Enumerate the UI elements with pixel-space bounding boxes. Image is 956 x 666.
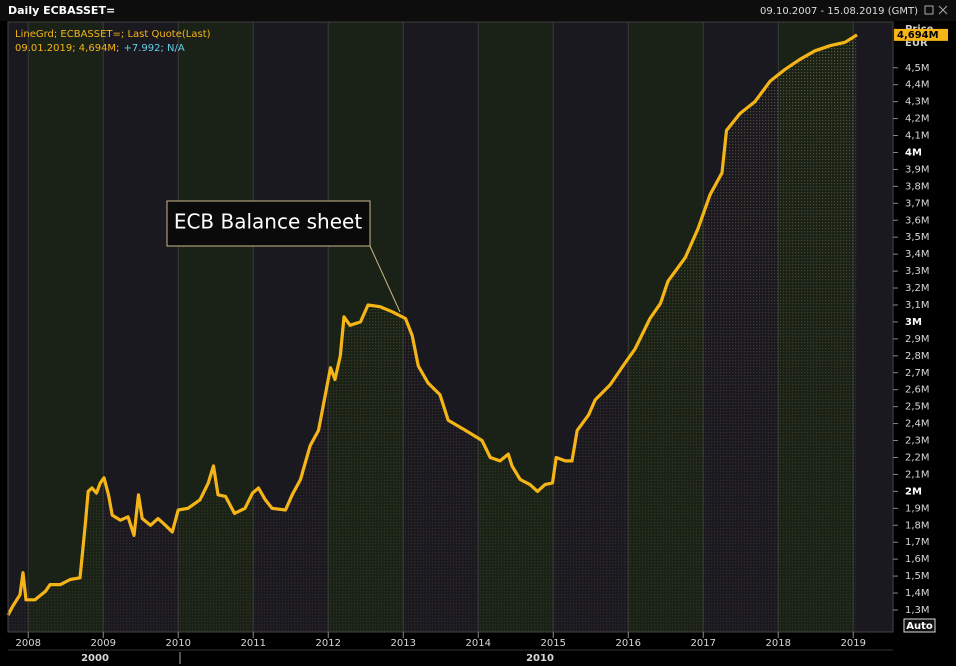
plot-border xyxy=(7,21,894,633)
annotation: ECB Balance sheet xyxy=(174,210,363,234)
y-tick-label: 2,5M xyxy=(905,402,930,413)
y-tick-label: 2,9M xyxy=(905,334,930,345)
y-tick-label: 3,6M xyxy=(905,215,930,226)
y-tick-label: 1,3M xyxy=(905,605,930,616)
y-tick-label: 4,3M xyxy=(905,97,930,108)
x-tick-label: 2015 xyxy=(541,638,566,649)
y-tick-label: 3,1M xyxy=(905,300,930,311)
legend-quote: 09.01.2019; 4,694M; xyxy=(15,43,119,54)
y-tick-label: 3,7M xyxy=(905,198,930,209)
x-tick-label: 2018 xyxy=(766,638,791,649)
y-tick-label: 1,8M xyxy=(905,520,930,531)
y-tick-label: 2,7M xyxy=(905,368,930,379)
x-tick-label: 2013 xyxy=(391,638,416,649)
x-tick-label: 2017 xyxy=(691,638,716,649)
y-tick-label: 4,1M xyxy=(905,131,930,142)
y-tick-label: 4,2M xyxy=(905,114,930,125)
y-tick-label: 2,4M xyxy=(905,419,930,430)
annotation-box xyxy=(166,200,371,247)
y-tick-label: 2,1M xyxy=(905,469,930,480)
title-bar xyxy=(0,0,956,21)
y-tick-label: 4,5M xyxy=(905,63,930,74)
y-tick-label: 2,3M xyxy=(905,436,930,447)
x-tick-label: 2016 xyxy=(616,638,641,649)
series-line xyxy=(6,33,858,616)
decade-label: 2010 xyxy=(526,653,554,664)
y-tick-label: 3,4M xyxy=(905,249,930,260)
auto-button-label[interactable]: Auto xyxy=(906,621,933,632)
y-tick-label: 2,6M xyxy=(905,385,930,396)
y-tick-label: 3M xyxy=(905,317,922,328)
y-tick-label: 3,8M xyxy=(905,181,930,192)
area-fill xyxy=(8,34,857,632)
plot-band xyxy=(853,22,893,632)
legend-line: 09.01.2019; 4,694M; +7.992; N/A xyxy=(15,43,185,54)
y-tick-label: 3,5M xyxy=(905,232,930,243)
y-tick-label: 1,5M xyxy=(905,571,930,582)
y-axis-unit: EUR xyxy=(905,38,928,49)
window-icons[interactable] xyxy=(924,5,948,15)
last-value-label: 4,694M xyxy=(897,30,939,41)
x-tick-label: 2010 xyxy=(166,638,191,649)
icon[interactable] xyxy=(938,5,948,15)
y-tick-label: 4,4M xyxy=(905,80,930,91)
y-tick-label: 3,3M xyxy=(905,266,930,277)
legend-line: LineGrd; ECBASSET=; Last Quote(Last) xyxy=(15,29,211,40)
x-tick-label: 2009 xyxy=(91,638,116,649)
auto-button[interactable] xyxy=(903,618,936,633)
x-tick-label: 2012 xyxy=(316,638,341,649)
decade-label: 2000 xyxy=(81,653,109,664)
y-tick-label: 1,6M xyxy=(905,554,930,565)
chart-title: Daily ECBASSET= xyxy=(8,4,115,17)
x-tick-label: 2014 xyxy=(466,638,491,649)
icon[interactable] xyxy=(924,5,934,15)
last-value-tag xyxy=(894,28,948,41)
y-tick-label: 2,2M xyxy=(905,452,930,463)
y-tick-label: 2M xyxy=(905,486,922,497)
y-tick-label: 2,8M xyxy=(905,351,930,362)
x-tick-label: 2008 xyxy=(16,638,41,649)
x-tick-label: 2011 xyxy=(241,638,266,649)
y-tick-label: 1,7M xyxy=(905,537,930,548)
y-tick-label: 1,9M xyxy=(905,503,930,514)
y-tick-label: 3,9M xyxy=(905,164,930,175)
x-tick-label: 2019 xyxy=(841,638,866,649)
plot xyxy=(6,22,858,632)
y-tick-label: 1,4M xyxy=(905,588,930,599)
plot-band xyxy=(8,22,29,632)
date-range: 09.10.2007 - 15.08.2019 (GMT) xyxy=(760,6,918,17)
legend-change: +7.992; N/A xyxy=(123,43,184,54)
annotation-pointer xyxy=(369,245,401,313)
y-tick-label: 3,2M xyxy=(905,283,930,294)
y-tick-label: 4M xyxy=(905,147,922,158)
